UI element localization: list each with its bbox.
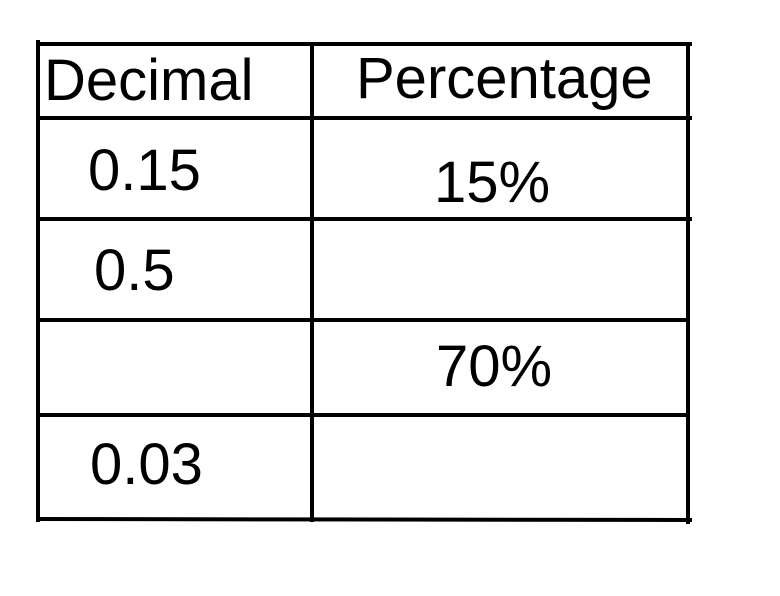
header-percentage: Percentage [356, 46, 653, 111]
row-2-decimal: 0.5 [94, 238, 175, 303]
row-4-decimal: 0.03 [90, 432, 203, 497]
row-1-percentage: 15% [434, 150, 551, 215]
table-border-bottom [35, 516, 693, 523]
row-1-decimal: 0.15 [88, 138, 201, 203]
row-3-percentage: 70% [436, 334, 553, 399]
header-decimal: Decimal [44, 48, 254, 113]
